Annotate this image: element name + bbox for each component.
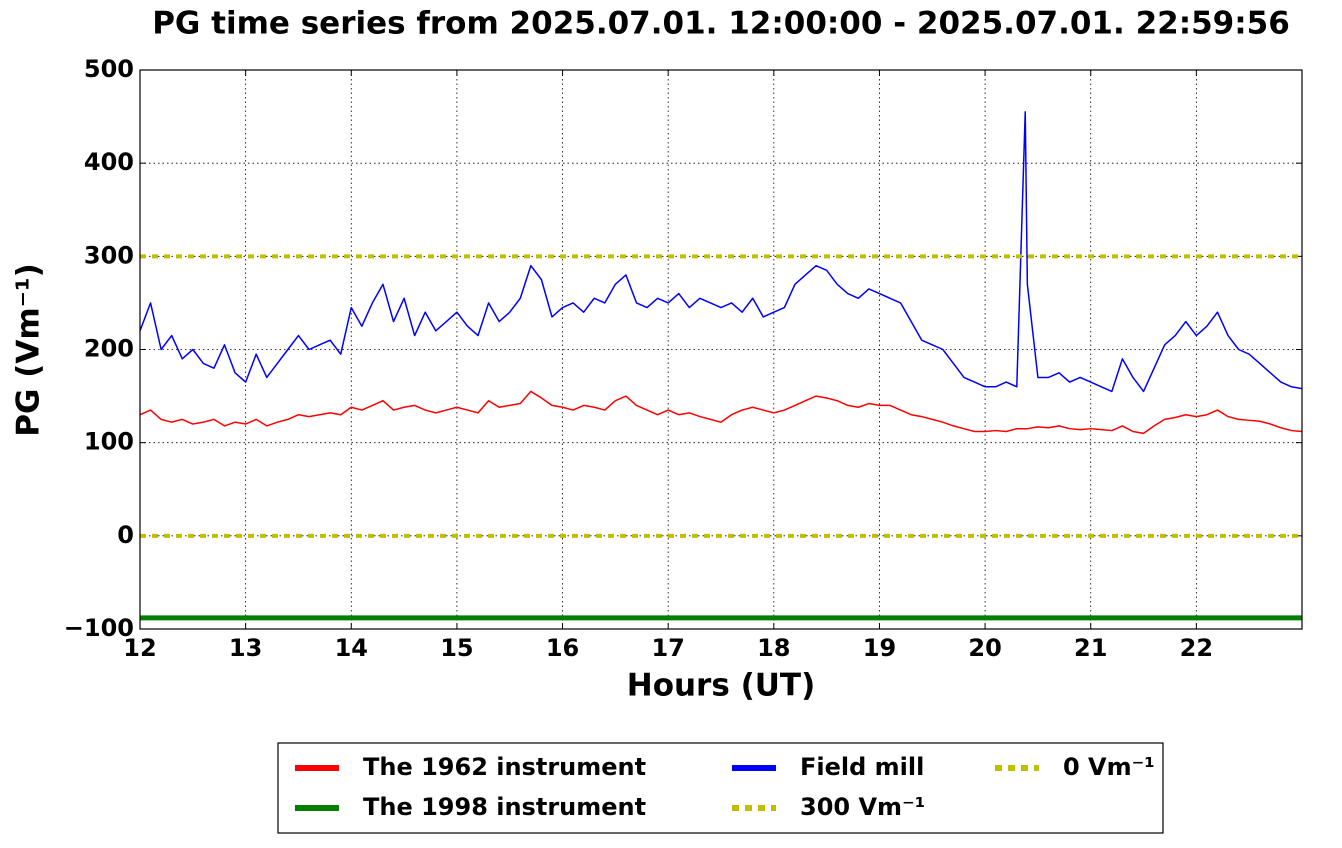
x-tick-label: 15 [440,634,473,662]
legend-label: 300 Vm⁻¹ [800,793,925,821]
y-tick-label: 100 [84,428,134,456]
series-line [140,390,1302,435]
legend-label: Field mill [800,753,924,781]
legend-label: The 1962 instrument [363,753,646,781]
y-tick-label: 0 [117,521,134,549]
y-tick-label: −100 [64,614,134,642]
y-axis-label: PG (Vm⁻¹) [11,263,47,437]
chart-title: PG time series from 2025.07.01. 12:00:00… [152,6,1290,42]
x-tick-label: 12 [123,634,156,662]
x-tick-label: 22 [1180,634,1213,662]
y-tick-label: 300 [84,241,134,269]
legend-label: The 1998 instrument [363,793,646,821]
y-tick-label: 400 [84,148,134,176]
series-line [140,111,1302,393]
x-tick-label: 21 [1074,634,1107,662]
x-tick-label: 18 [757,634,790,662]
x-tick-label: 13 [229,634,262,662]
legend-box [277,742,1164,834]
y-tick-label: 500 [84,55,134,83]
legend-label: 0 Vm⁻¹ [1063,753,1155,781]
x-tick-label: 19 [863,634,896,662]
x-tick-label: 16 [546,634,579,662]
x-axis-label: Hours (UT) [627,668,816,704]
x-tick-label: 17 [651,634,684,662]
x-tick-label: 20 [968,634,1001,662]
x-tick-label: 14 [335,634,368,662]
y-tick-label: 200 [84,335,134,363]
plot-frame [139,69,1303,630]
